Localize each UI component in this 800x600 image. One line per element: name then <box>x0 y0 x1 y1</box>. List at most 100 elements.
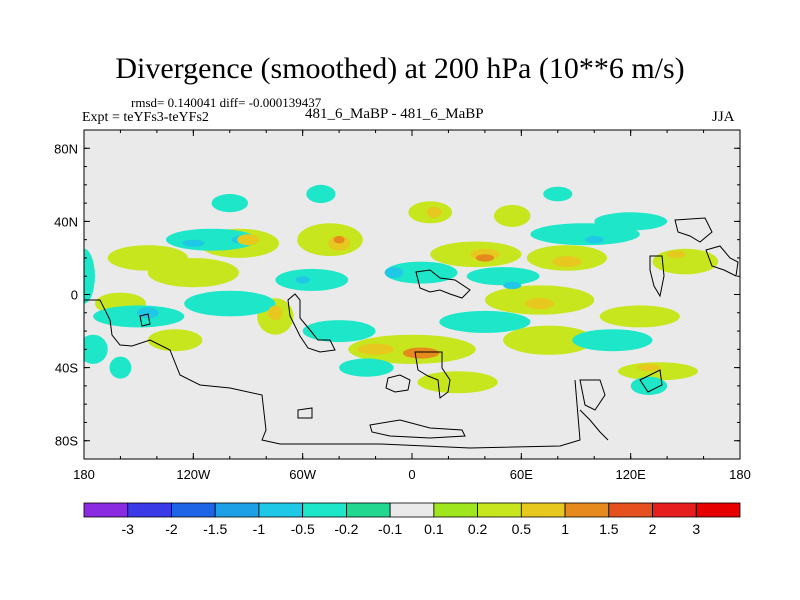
coastline <box>414 351 451 399</box>
colorbar-label: 1.5 <box>599 521 619 537</box>
y-tick-label: 0 <box>71 288 78 303</box>
colorbar-label: -0.5 <box>291 521 315 537</box>
colorbar-swatch <box>652 502 697 518</box>
divergence-patch <box>402 347 440 359</box>
x-tick-label: 120W <box>176 467 211 482</box>
colorbar-swatch <box>520 502 566 518</box>
divergence-patch <box>295 276 311 284</box>
coastline <box>287 293 336 353</box>
colorbar-swatch <box>477 502 522 518</box>
coastline <box>579 379 606 411</box>
colorbar-label: 0.5 <box>512 521 532 537</box>
x-tick-label: 180 <box>73 467 95 482</box>
divergence-patch <box>667 250 686 258</box>
chart-title: Divergence (smoothed) at 200 hPa (10**6 … <box>115 52 685 85</box>
coastline <box>297 407 313 419</box>
divergence-patch <box>599 305 680 328</box>
divergence-patch <box>638 363 660 372</box>
divergence-patch <box>109 356 132 379</box>
divergence-patch <box>417 371 498 394</box>
divergence-patch <box>494 204 531 227</box>
colorbar-label: 0.1 <box>424 521 444 537</box>
divergence-patch <box>268 305 283 321</box>
divergence-patch <box>302 320 376 343</box>
divergence-patch <box>184 290 276 317</box>
divergence-patch <box>84 334 108 364</box>
colorbar-label: -0.1 <box>378 521 402 537</box>
divergence-patch <box>572 329 653 352</box>
coastline <box>649 255 665 298</box>
colorbar-swatch <box>564 502 610 518</box>
divergence-patch <box>525 298 555 310</box>
y-tick-label: 40S <box>55 361 78 376</box>
cases-label: 481_6_MaBP - 481_6_MaBP <box>305 106 484 122</box>
y-tick-label: 80S <box>55 434 78 449</box>
colorbar-swatch <box>214 502 260 518</box>
x-tick-label: 0 <box>408 467 415 482</box>
colorbar-swatch <box>433 502 478 518</box>
colorbar-label: -0.2 <box>334 521 358 537</box>
coastline <box>415 269 471 299</box>
season-label: JJA <box>712 109 735 125</box>
colorbar-swatch <box>171 502 216 518</box>
x-tick-label: 60E <box>510 467 533 482</box>
divergence-patch <box>503 281 522 290</box>
colorbar-swatch <box>695 502 741 518</box>
divergence-patch <box>439 310 531 333</box>
x-tick-label: 120E <box>615 467 646 482</box>
divergence-patch <box>475 254 494 262</box>
divergence-patch <box>93 305 185 328</box>
coastline <box>705 245 739 277</box>
colorbar-label: 0.2 <box>468 521 488 537</box>
experiment-label: Expt = teYFs3-teYFs2 <box>82 110 209 125</box>
colorbar-label: 3 <box>692 521 700 537</box>
divergence-patch <box>466 267 540 286</box>
coastline-layer <box>84 217 739 449</box>
colorbar-swatch <box>83 502 129 518</box>
coastline <box>385 374 411 393</box>
divergence-patch <box>552 256 582 268</box>
divergence-patch <box>594 212 668 231</box>
divergence-patch <box>147 329 203 352</box>
colorbar-label: -1 <box>253 521 266 537</box>
y-tick-label: 40N <box>54 214 78 229</box>
divergence-patch <box>585 236 604 244</box>
colorbar-label: 1 <box>561 521 569 537</box>
x-tick-label: 60W <box>289 467 316 482</box>
divergence-patch <box>182 239 205 247</box>
field-layer <box>84 184 719 395</box>
colorbar-label: -3 <box>121 521 134 537</box>
colorbar-label: -2 <box>165 521 178 537</box>
divergence-patch <box>503 325 595 355</box>
divergence-patch <box>384 267 403 279</box>
divergence-patch <box>630 376 668 395</box>
divergence-patch <box>237 234 259 246</box>
coastline <box>674 217 713 243</box>
stats-label: rmsd= 0.140041 diff= -0.000139437 <box>131 95 322 110</box>
divergence-patch <box>275 268 349 291</box>
divergence-patch <box>339 358 394 377</box>
colorbar-swatch <box>345 502 391 518</box>
divergence-patch <box>84 248 95 304</box>
coastline <box>639 369 663 393</box>
coastline <box>84 299 609 449</box>
divergence-patch <box>357 343 394 355</box>
coastline <box>139 313 151 327</box>
divergence-patch <box>306 184 336 204</box>
divergence-patch <box>147 258 239 288</box>
plot-background <box>84 130 740 459</box>
divergence-patch <box>426 206 442 218</box>
coastline <box>369 419 466 439</box>
divergence-patch <box>543 186 573 202</box>
colorbar-swatch <box>302 502 347 518</box>
x-tick-label: 180 <box>729 467 751 482</box>
colorbar-label: -1.5 <box>203 521 227 537</box>
divergence-patch <box>211 194 248 213</box>
divergence-patch <box>384 261 458 284</box>
y-tick-label: 80N <box>54 141 78 156</box>
colorbar-swatch <box>389 502 435 518</box>
colorbar-swatch <box>258 502 304 518</box>
colorbar-swatch <box>608 502 653 518</box>
divergence-patch <box>333 236 345 244</box>
